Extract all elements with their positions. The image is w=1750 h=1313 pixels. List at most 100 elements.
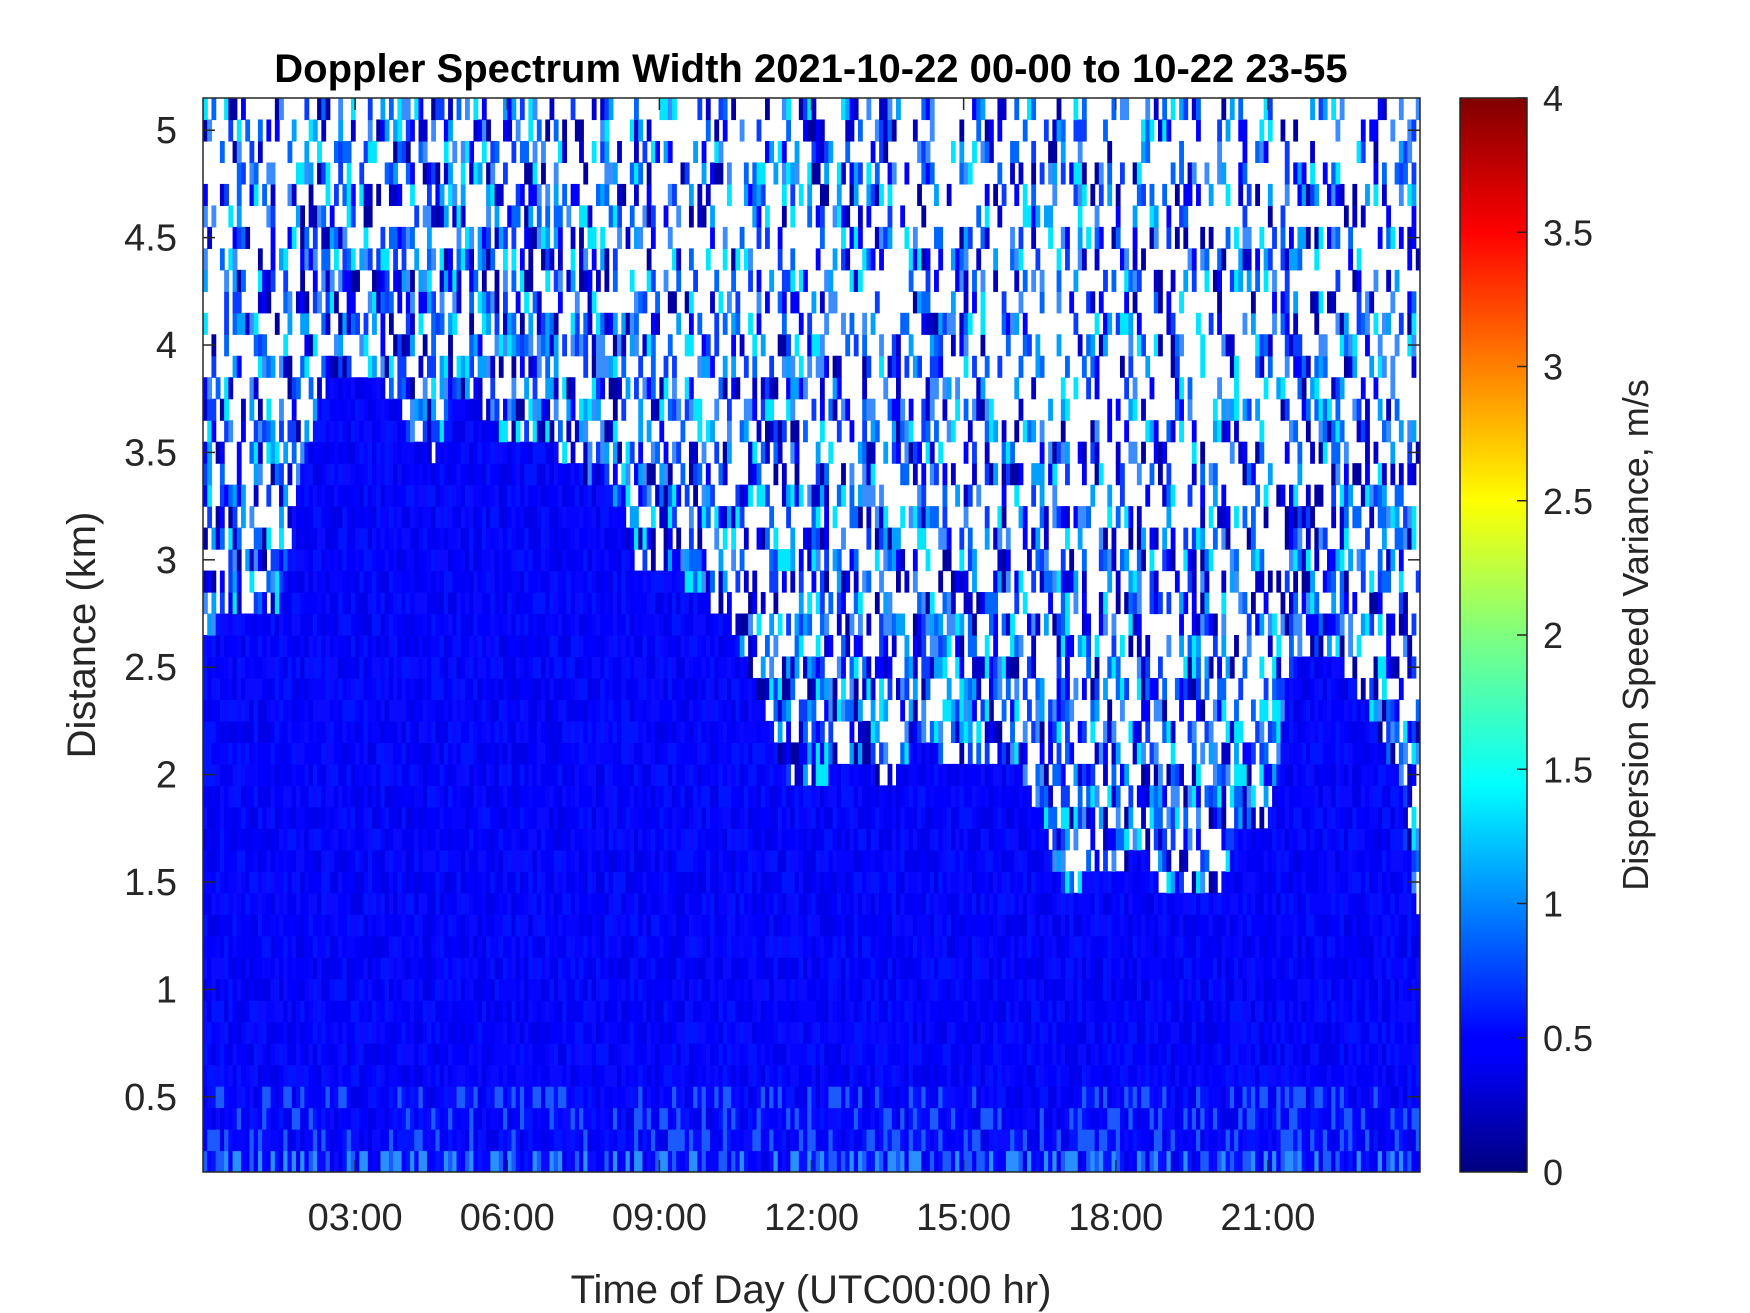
- heatmap-cell: [257, 119, 263, 142]
- heatmap-cell: [650, 355, 656, 378]
- heatmap-cell: [507, 849, 513, 872]
- heatmap-cell: [363, 1086, 369, 1109]
- heatmap-cell: [659, 720, 665, 743]
- heatmap-cell: [579, 742, 584, 765]
- heatmap-cell: [456, 1043, 462, 1066]
- heatmap-cell: [536, 914, 542, 937]
- heatmap-cell: [642, 592, 648, 615]
- heatmap-cell: [418, 849, 424, 872]
- heatmap-cell: [574, 892, 580, 915]
- heatmap-cell: [325, 1150, 331, 1172]
- heatmap-cell: [397, 806, 403, 829]
- heatmap-cell: [579, 1107, 584, 1130]
- heatmap-cell: [367, 635, 373, 658]
- heatmap-cell: [283, 269, 289, 292]
- heatmap-cell: [595, 613, 601, 636]
- heatmap-cell: [693, 978, 699, 1001]
- heatmap-cell: [705, 570, 711, 593]
- heatmap-cell: [486, 656, 491, 679]
- heatmap-cell: [215, 1086, 221, 1109]
- heatmap-cell: [587, 527, 593, 550]
- heatmap-cell: [710, 570, 715, 593]
- heatmap-cell: [380, 656, 386, 679]
- heatmap-cell: [329, 806, 335, 829]
- heatmap-cell: [342, 248, 348, 271]
- heatmap-cell: [321, 527, 327, 550]
- heatmap-cell: [321, 677, 327, 701]
- heatmap-cell: [456, 957, 462, 980]
- heatmap-cell: [486, 549, 491, 572]
- heatmap-cell: [583, 506, 589, 529]
- heatmap-cell: [295, 1000, 301, 1023]
- heatmap-cell: [355, 677, 360, 701]
- heatmap-cell: [473, 914, 479, 937]
- heatmap-cell: [503, 506, 508, 529]
- heatmap-cell: [536, 1064, 542, 1087]
- heatmap-cell: [422, 592, 428, 615]
- heatmap-cell: [490, 1000, 496, 1023]
- heatmap-cell: [401, 248, 407, 271]
- heatmap-cell: [452, 312, 458, 335]
- heatmap-cell: [469, 1086, 475, 1109]
- heatmap-cell: [587, 549, 593, 572]
- heatmap-cell: [549, 1043, 555, 1066]
- heatmap-cell: [241, 484, 246, 507]
- heatmap-cell: [270, 914, 276, 937]
- heatmap-cell: [595, 635, 601, 658]
- heatmap-cell: [312, 978, 318, 1001]
- heatmap-cell: [418, 140, 424, 164]
- heatmap-cell: [456, 720, 462, 743]
- heatmap-cell: [321, 1107, 327, 1130]
- heatmap-cell: [549, 506, 555, 529]
- heatmap-cell: [435, 785, 441, 808]
- heatmap-cell: [439, 871, 445, 894]
- heatmap-cell: [536, 506, 542, 529]
- heatmap-cell: [308, 699, 314, 722]
- heatmap-cell: [452, 549, 458, 572]
- heatmap-cell: [266, 828, 272, 851]
- heatmap-cell: [249, 914, 255, 937]
- heatmap-cell: [207, 785, 213, 808]
- heatmap-cell: [388, 463, 394, 486]
- heatmap-cell: [714, 720, 720, 743]
- heatmap-cell: [338, 269, 344, 292]
- heatmap-cell: [287, 1150, 293, 1172]
- heatmap-cell: [553, 892, 559, 915]
- heatmap-cell: [519, 699, 525, 722]
- heatmap-cell: [426, 549, 432, 572]
- heatmap-cell: [291, 957, 297, 980]
- heatmap-cell: [612, 377, 618, 400]
- heatmap-cell: [566, 592, 572, 615]
- heatmap-cell: [405, 527, 411, 550]
- heatmap-cell: [714, 398, 720, 421]
- heatmap-cell: [583, 269, 589, 292]
- heatmap-cell: [612, 635, 618, 658]
- heatmap-cell: [452, 871, 458, 894]
- heatmap-cell: [333, 463, 339, 486]
- heatmap-cell: [338, 656, 344, 679]
- heatmap-cell: [452, 205, 458, 228]
- heatmap-cell: [291, 398, 297, 421]
- heatmap-cell: [625, 441, 631, 464]
- heatmap-cell: [367, 935, 373, 958]
- heatmap-cell: [215, 785, 221, 808]
- heatmap-cell: [422, 1107, 428, 1130]
- heatmap-cell: [477, 806, 483, 829]
- heatmap-cell: [249, 635, 255, 658]
- heatmap-cell: [464, 978, 470, 1001]
- heatmap-cell: [460, 183, 466, 206]
- heatmap-cell: [431, 635, 437, 658]
- heatmap-cell: [456, 205, 462, 228]
- heatmap-cell: [304, 1150, 310, 1172]
- heatmap-cell: [350, 570, 356, 593]
- heatmap-cell: [397, 742, 403, 765]
- heatmap-cell: [338, 162, 344, 185]
- heatmap-cell: [490, 914, 496, 937]
- heatmap-cell: [515, 892, 521, 915]
- heatmap-cell: [629, 592, 635, 615]
- heatmap-cell: [215, 806, 221, 829]
- heatmap-cell: [515, 119, 521, 142]
- heatmap-cell: [490, 592, 496, 615]
- heatmap-cell: [380, 291, 386, 314]
- heatmap-cell: [541, 1021, 546, 1044]
